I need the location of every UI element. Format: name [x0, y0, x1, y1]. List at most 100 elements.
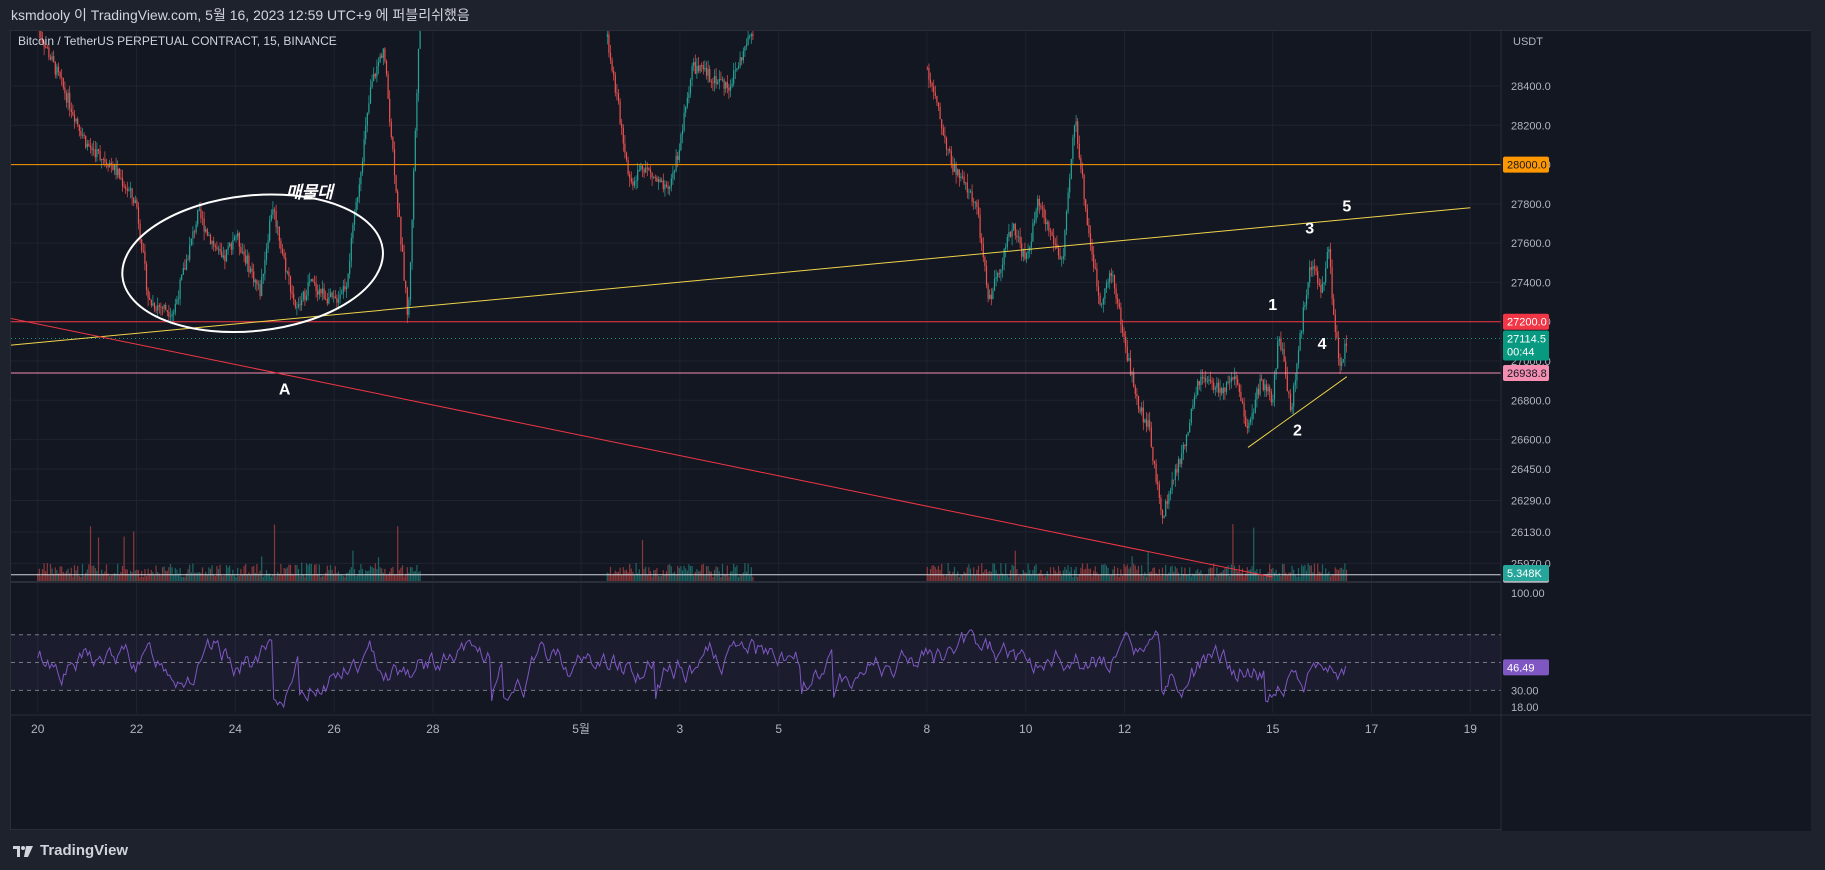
volume-bar-576 — [1317, 563, 1319, 581]
candle-body-329 — [749, 36, 751, 38]
y-tick-label-11: 26290.0 — [1511, 495, 1551, 507]
volume-bar-275 — [662, 570, 664, 581]
candle-body-286 — [680, 134, 682, 151]
volume-bar-394 — [1025, 572, 1028, 581]
candle-body-514 — [1217, 382, 1220, 393]
volume-bar-490 — [1179, 576, 1181, 581]
volume-bar-141 — [262, 576, 264, 581]
axis-currency: USDT — [1513, 36, 1543, 48]
candle-body-406 — [1045, 218, 1047, 225]
candle-body-28 — [81, 134, 84, 136]
volume-bar-313 — [723, 573, 725, 581]
candle-body-253 — [627, 159, 629, 175]
volume-bar-61 — [134, 570, 136, 581]
volume-bar-206 — [366, 571, 368, 581]
volume-bar-584 — [1329, 576, 1332, 581]
volume-bar-355 — [963, 571, 965, 581]
volume-bar-407 — [1046, 571, 1048, 581]
volume-bar-520 — [1227, 565, 1229, 581]
volume-bar-368 — [984, 569, 986, 581]
candle-body-206 — [366, 112, 368, 126]
candle-body-186 — [334, 296, 336, 298]
volume-bar-234 — [411, 567, 413, 581]
candle-body-299 — [701, 65, 703, 66]
candle-body-223 — [393, 149, 396, 176]
candle-body-309 — [717, 82, 719, 85]
candle-body-93 — [185, 259, 188, 270]
candle-body-591 — [1341, 361, 1343, 366]
volume-bar-460 — [1131, 556, 1133, 581]
volume-bar-363 — [976, 569, 978, 581]
candle-body-460 — [1131, 372, 1133, 375]
candle-body-589 — [1337, 337, 1340, 359]
volume-bar-101 — [198, 572, 200, 581]
candle-body-190 — [341, 293, 343, 295]
candle-body-209 — [371, 81, 373, 88]
candle-body-456 — [1125, 336, 1127, 347]
volume-bar-119 — [227, 567, 229, 581]
candle-body-561 — [1293, 385, 1295, 407]
volume-bar-305 — [710, 571, 712, 581]
volume-bar-526 — [1237, 571, 1239, 581]
volume-bar-562 — [1294, 574, 1296, 581]
candle-body-287 — [681, 130, 684, 135]
volume-bar-536 — [1253, 527, 1255, 581]
price-tag-26938.8-text: 26938.8 — [1507, 368, 1547, 380]
candle-body-423 — [1072, 137, 1074, 159]
rsi-value-tag-text: 46.49 — [1507, 662, 1535, 674]
candle-body-354 — [961, 176, 964, 178]
candle-body-570 — [1307, 282, 1309, 296]
candle-body-578 — [1320, 285, 1322, 293]
volume-bar-77 — [160, 575, 162, 581]
volume-bar-138 — [257, 573, 260, 581]
volume-bar-280 — [670, 566, 672, 581]
volume-bar-432 — [1086, 563, 1088, 581]
candle-body-278 — [667, 186, 669, 190]
candle-body-292 — [689, 79, 692, 94]
volume-bar-415 — [1059, 570, 1061, 581]
volume-bar-243 — [611, 575, 613, 581]
candle-body-403 — [1040, 205, 1042, 208]
volume-bar-146 — [270, 576, 272, 581]
chart-frame[interactable]: 매물대 A 1 2 3 4 5 Bitcoin / TetherUS PERPETUAL CO… — [10, 30, 1811, 831]
y-tick-label-1: 28200.0 — [1511, 120, 1551, 132]
volume-bar-256 — [632, 571, 634, 581]
candle-body-475 — [1155, 463, 1157, 482]
volume-bar-522 — [1230, 564, 1232, 581]
candle-body-245 — [614, 75, 616, 93]
candle-body-415 — [1059, 255, 1061, 259]
candle-body-170 — [309, 281, 311, 283]
candle-body-26 — [78, 124, 80, 131]
volume-bar-361 — [973, 567, 975, 581]
volume-bar-278 — [667, 564, 669, 581]
candle-body-588 — [1336, 332, 1338, 338]
candle-body-163 — [297, 304, 300, 307]
candle-body-180 — [325, 298, 327, 300]
candle-body-89 — [179, 279, 181, 300]
volume-bar-356 — [965, 572, 967, 581]
candle-body-4 — [43, 42, 45, 47]
volume-bar-245 — [614, 570, 616, 581]
candle-body-230 — [405, 280, 407, 289]
candle-body-515 — [1219, 388, 1221, 393]
candle-body-134 — [251, 268, 253, 272]
candle-body-35 — [93, 149, 95, 151]
volume-bar-246 — [616, 571, 618, 581]
candle-body-80 — [165, 304, 167, 311]
candle-body-385 — [1011, 229, 1013, 237]
candle-body-161 — [294, 299, 296, 308]
annotation-4: 3 — [1305, 220, 1314, 237]
volume-bar-143 — [265, 570, 268, 581]
candle-body-316 — [728, 87, 730, 91]
volume-bar-5 — [45, 571, 47, 581]
volume-bar-424 — [1073, 569, 1076, 581]
candle-body-464 — [1137, 396, 1140, 409]
tradingview-brand[interactable]: TradingView — [12, 842, 128, 859]
volume-bar-408 — [1048, 575, 1050, 581]
volume-bar-339 — [937, 565, 940, 581]
volume-bar-478 — [1160, 575, 1162, 581]
candle-body-483 — [1168, 493, 1170, 504]
candle-body-157 — [288, 271, 290, 277]
candle-body-285 — [678, 150, 680, 160]
